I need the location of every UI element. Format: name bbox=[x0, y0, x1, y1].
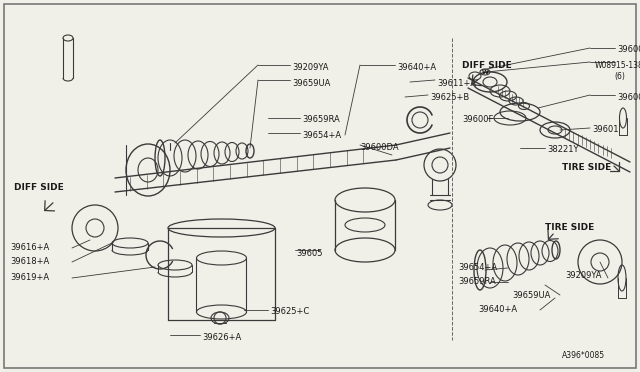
Text: 39605: 39605 bbox=[296, 248, 323, 257]
Text: W08915-1381A: W08915-1381A bbox=[595, 61, 640, 70]
Text: 39625+C: 39625+C bbox=[270, 308, 309, 317]
Text: 39611+A: 39611+A bbox=[437, 78, 476, 87]
Text: 39659RA: 39659RA bbox=[302, 115, 340, 125]
Text: 39640+A: 39640+A bbox=[397, 64, 436, 73]
Text: 39625+B: 39625+B bbox=[430, 93, 469, 103]
Text: 39619+A: 39619+A bbox=[10, 273, 49, 282]
Text: 39640+A: 39640+A bbox=[478, 305, 517, 314]
Text: 39654+A: 39654+A bbox=[458, 263, 497, 273]
Text: 39659UA: 39659UA bbox=[292, 78, 330, 87]
Text: A396*0085: A396*0085 bbox=[562, 350, 605, 359]
Text: TIRE SIDE: TIRE SIDE bbox=[545, 224, 595, 232]
Text: TIRE SIDE: TIRE SIDE bbox=[562, 164, 611, 173]
Text: 39659UA: 39659UA bbox=[512, 291, 550, 299]
Text: 39626+A: 39626+A bbox=[202, 333, 241, 341]
Text: 39600F: 39600F bbox=[462, 115, 493, 125]
Text: 39616+A: 39616+A bbox=[10, 244, 49, 253]
Text: 39600A: 39600A bbox=[617, 93, 640, 103]
Text: 39600DA: 39600DA bbox=[360, 144, 399, 153]
Text: DIFF SIDE: DIFF SIDE bbox=[14, 183, 64, 192]
Text: 39600B: 39600B bbox=[617, 45, 640, 55]
Text: 39659RA: 39659RA bbox=[458, 278, 496, 286]
Text: 38221Y: 38221Y bbox=[547, 145, 579, 154]
Text: W: W bbox=[481, 70, 488, 74]
Text: 39209YA: 39209YA bbox=[565, 270, 602, 279]
Text: 39654+A: 39654+A bbox=[302, 131, 341, 140]
Text: (6): (6) bbox=[614, 71, 625, 80]
Text: 39618+A: 39618+A bbox=[10, 257, 49, 266]
Text: 39601: 39601 bbox=[592, 125, 618, 135]
Text: 39209YA: 39209YA bbox=[292, 64, 328, 73]
Text: DIFF SIDE: DIFF SIDE bbox=[462, 61, 512, 70]
